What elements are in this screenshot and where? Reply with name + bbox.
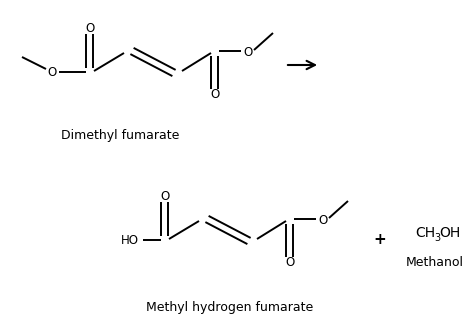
Text: OH: OH	[439, 226, 460, 240]
Text: O: O	[210, 89, 219, 101]
Text: +: +	[374, 233, 386, 247]
Text: HO: HO	[121, 234, 139, 246]
Text: O: O	[243, 46, 253, 58]
Text: 3: 3	[434, 233, 440, 243]
Text: O: O	[47, 66, 56, 78]
Text: O: O	[85, 22, 95, 35]
Text: O: O	[285, 256, 295, 269]
Text: O: O	[319, 214, 328, 226]
Text: Dimethyl fumarate: Dimethyl fumarate	[61, 129, 179, 141]
Text: CH: CH	[415, 226, 435, 240]
Text: O: O	[160, 190, 170, 203]
Text: Methanol: Methanol	[406, 256, 464, 269]
Text: Methyl hydrogen fumarate: Methyl hydrogen fumarate	[146, 301, 314, 315]
